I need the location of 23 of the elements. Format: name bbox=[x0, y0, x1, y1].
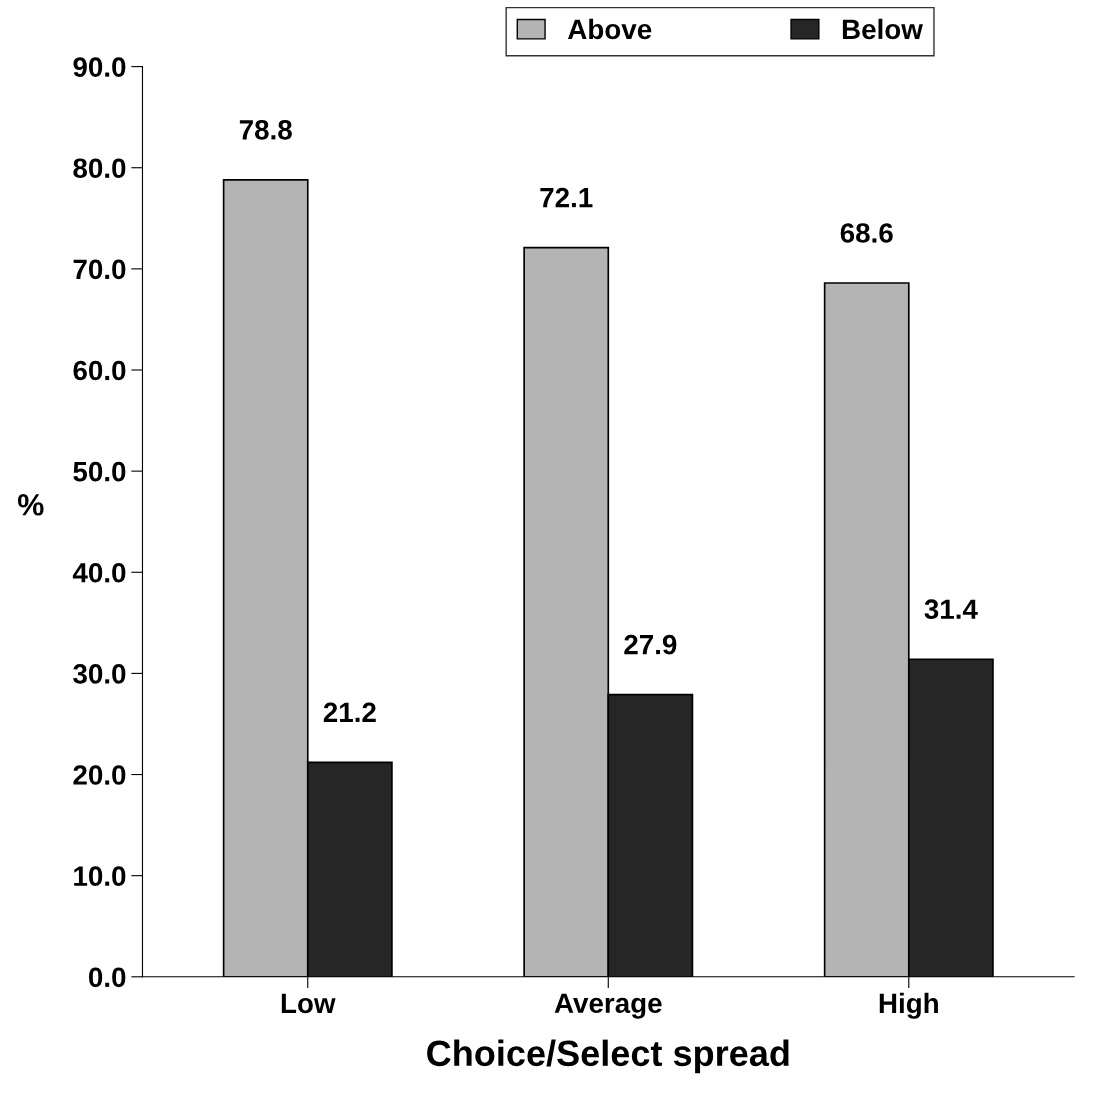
y-tick-label: 30.0 bbox=[73, 664, 126, 684]
x-axis-title: Choice/Select spread bbox=[427, 1039, 789, 1074]
y-tick-label: 80.0 bbox=[73, 158, 126, 179]
data-label: 68.6 bbox=[840, 223, 893, 243]
x-tick-label: Average bbox=[554, 993, 662, 1019]
y-tick-label: 50.0 bbox=[73, 461, 126, 482]
data-label: 27.9 bbox=[624, 634, 677, 655]
y-tick-label: 70.0 bbox=[73, 259, 126, 280]
data-label: 21.2 bbox=[323, 702, 376, 722]
x-tick-label: Low bbox=[281, 993, 336, 1014]
y-tick-label: 10.0 bbox=[74, 866, 126, 887]
y-tick-label: 90.0 bbox=[73, 57, 126, 77]
legend-label: Above bbox=[567, 18, 652, 40]
y-tick-label: 0.0 bbox=[88, 967, 126, 988]
y-tick-label: 20.0 bbox=[73, 765, 126, 785]
y-axis-title: % bbox=[17, 494, 44, 516]
data-label: 31.4 bbox=[924, 599, 978, 620]
legend-label: Below bbox=[842, 18, 923, 40]
y-tick-label: 60.0 bbox=[73, 360, 126, 381]
data-label: 72.1 bbox=[540, 187, 593, 208]
data-label: 78.8 bbox=[239, 119, 292, 140]
y-tick-label: 40.0 bbox=[72, 562, 126, 583]
x-tick-label: High bbox=[879, 992, 938, 1019]
